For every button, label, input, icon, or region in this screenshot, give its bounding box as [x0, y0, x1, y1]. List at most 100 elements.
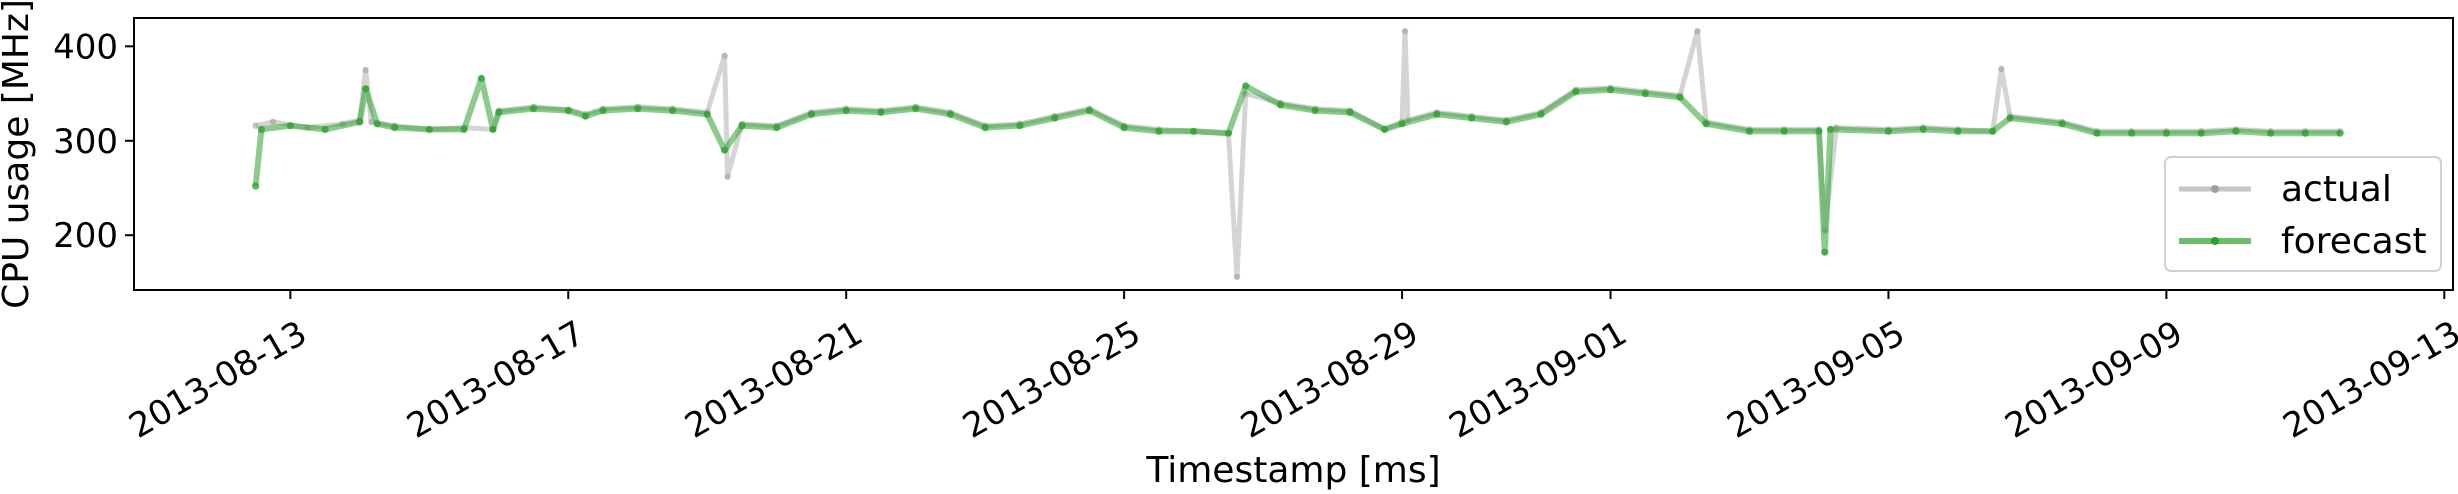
data-point-forecast	[2336, 129, 2344, 137]
data-point-forecast	[703, 110, 711, 118]
data-point-forecast	[1051, 114, 1059, 122]
data-point-forecast	[1398, 120, 1406, 128]
data-point-forecast	[2058, 120, 2066, 128]
data-point-forecast	[807, 110, 816, 118]
data-point-forecast	[564, 107, 572, 115]
series-forecast	[252, 74, 2344, 256]
data-point-forecast	[981, 124, 989, 132]
data-point-forecast	[362, 85, 370, 93]
data-point-forecast	[1381, 125, 1389, 133]
data-point-forecast	[2232, 127, 2240, 135]
x-tick-label: 2013-09-01	[1443, 313, 1634, 446]
data-point-actual	[362, 66, 369, 74]
data-point-forecast	[1502, 118, 1510, 126]
data-point-forecast	[1641, 90, 1649, 98]
data-point-forecast	[634, 105, 642, 113]
y-axis-label: CPU usage [MHz]	[0, 0, 37, 309]
data-point-forecast	[1606, 86, 1615, 94]
legend-label-actual: actual	[2281, 169, 2392, 210]
data-point-forecast	[1676, 93, 1684, 101]
series-line-actual	[255, 28, 2341, 280]
data-point-forecast	[2128, 129, 2136, 137]
data-point-forecast	[286, 122, 294, 130]
data-point-forecast	[721, 146, 729, 154]
data-point-forecast	[489, 125, 497, 133]
x-tick-label: 2013-09-13	[2276, 313, 2458, 446]
data-point-forecast	[1821, 248, 1829, 256]
data-point-forecast	[1468, 114, 1476, 122]
data-point-actual	[1233, 273, 1241, 280]
data-point-forecast	[1780, 127, 1788, 135]
x-tick-label: 2013-08-21	[678, 313, 869, 446]
data-point-forecast	[1826, 125, 1835, 133]
data-point-forecast	[257, 125, 265, 133]
data-point-actual	[1694, 28, 1701, 35]
data-point-forecast	[668, 107, 677, 115]
plot-frame	[133, 17, 2454, 291]
legend-marker-actual	[2211, 185, 2219, 193]
data-point-forecast	[1919, 125, 1927, 133]
x-tick-label: 2013-08-25	[956, 313, 1147, 446]
data-point-forecast	[1433, 110, 1441, 118]
data-point-forecast	[1224, 129, 1232, 137]
data-point-forecast	[495, 108, 503, 116]
data-point-forecast	[1085, 107, 1093, 115]
data-point-forecast	[1242, 82, 1250, 90]
x-tick-label: 2013-08-29	[1234, 313, 1425, 446]
data-point-forecast	[391, 124, 399, 132]
data-point-forecast	[477, 74, 485, 82]
y-tick-label: 400	[53, 27, 118, 67]
data-point-forecast	[1155, 127, 1163, 135]
data-point-forecast	[1815, 127, 1823, 135]
data-point-forecast	[599, 107, 607, 115]
data-point-forecast	[2093, 129, 2101, 137]
x-axis-label: Timestamp [ms]	[1145, 450, 1440, 490]
legend: actual forecast	[2164, 156, 2442, 272]
data-point-forecast	[321, 125, 329, 133]
data-point-forecast	[842, 107, 850, 115]
series-line-forecast	[252, 75, 2341, 256]
data-point-forecast	[1745, 127, 1754, 135]
data-point-forecast	[1311, 107, 1319, 115]
data-point-forecast	[1989, 127, 1997, 135]
x-tick-label: 2013-08-17	[400, 313, 591, 446]
data-point-forecast	[529, 105, 538, 113]
x-tick-label: 2013-09-09	[1999, 313, 2190, 446]
x-tick-label: 2013-08-13	[122, 313, 313, 446]
data-point-forecast	[2267, 129, 2275, 137]
data-point-forecast	[738, 122, 746, 130]
data-point-forecast	[2301, 129, 2309, 137]
data-point-forecast	[2162, 129, 2170, 137]
data-point-actual	[1401, 28, 1409, 35]
data-point-actual	[269, 118, 277, 126]
data-point-forecast	[373, 120, 381, 128]
legend-label-forecast: forecast	[2281, 221, 2427, 262]
data-point-forecast	[252, 182, 260, 190]
data-point-forecast	[2197, 129, 2205, 137]
data-point-forecast	[1016, 122, 1024, 130]
data-point-forecast	[773, 124, 781, 132]
data-point-forecast	[1702, 120, 1710, 128]
data-point-forecast	[1537, 110, 1545, 118]
data-point-forecast	[582, 112, 590, 120]
x-axis-ticks: 2013-08-13 2013-08-17 2013-08-21 2013-08-25…	[122, 290, 2458, 447]
data-point-actual	[721, 52, 728, 59]
data-point-actual	[252, 122, 259, 129]
data-point-forecast	[946, 110, 955, 118]
data-point-forecast	[2006, 114, 2014, 122]
data-point-forecast	[1346, 108, 1354, 116]
data-point-forecast	[425, 125, 433, 133]
data-point-forecast	[1954, 127, 1962, 135]
series-actual	[252, 28, 2344, 280]
data-point-forecast	[877, 108, 885, 116]
data-point-forecast	[1120, 124, 1128, 132]
data-point-actual	[724, 173, 731, 180]
data-point-forecast	[1190, 127, 1198, 135]
data-point-forecast	[460, 125, 468, 133]
data-point-forecast	[356, 118, 364, 126]
data-point-forecast	[1572, 88, 1580, 96]
x-tick-label: 2013-09-05	[1721, 313, 1912, 446]
data-point-forecast	[912, 105, 920, 113]
